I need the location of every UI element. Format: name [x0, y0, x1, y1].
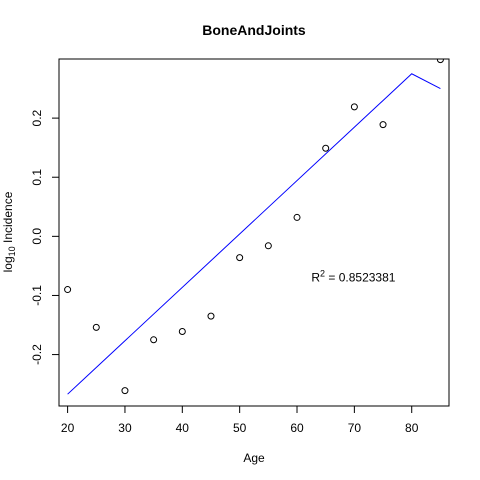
r-squared-annotation: R2 = 0.8523381 [311, 269, 395, 285]
data-point [264, 242, 272, 250]
y-tick-label: -0.1 [30, 285, 44, 306]
data-point [350, 103, 358, 111]
plot-frame [58, 58, 450, 407]
x-tick-label: 40 [176, 421, 190, 435]
x-axis-label: Age [243, 451, 265, 465]
fit-line [67, 73, 441, 395]
x-tick-label: 30 [118, 421, 132, 435]
y-tick-label: 0.0 [30, 228, 44, 245]
data-point [322, 144, 330, 152]
data-points [64, 59, 444, 395]
data-point [150, 336, 158, 344]
x-tick-label: 50 [233, 421, 247, 435]
data-point [92, 323, 100, 331]
x-tick-label: 70 [348, 421, 362, 435]
data-point [436, 59, 444, 64]
data-point [207, 312, 215, 320]
data-point [178, 328, 186, 336]
data-point [121, 387, 129, 395]
x-tick-label: 80 [405, 421, 419, 435]
x-tick-label: 60 [290, 421, 304, 435]
y-tick-label: -0.2 [30, 344, 44, 365]
data-point [236, 254, 244, 262]
y-axis-label: log10 Incidence [1, 191, 17, 272]
chart-title: BoneAndJoints [202, 22, 306, 38]
data-point [379, 121, 387, 129]
x-tick-label: 20 [61, 421, 75, 435]
y-tick-label: 0.2 [30, 109, 44, 126]
data-point [293, 213, 301, 221]
data-point [64, 286, 72, 294]
y-tick-label: 0.1 [30, 169, 44, 186]
fit-line-group [67, 73, 441, 395]
